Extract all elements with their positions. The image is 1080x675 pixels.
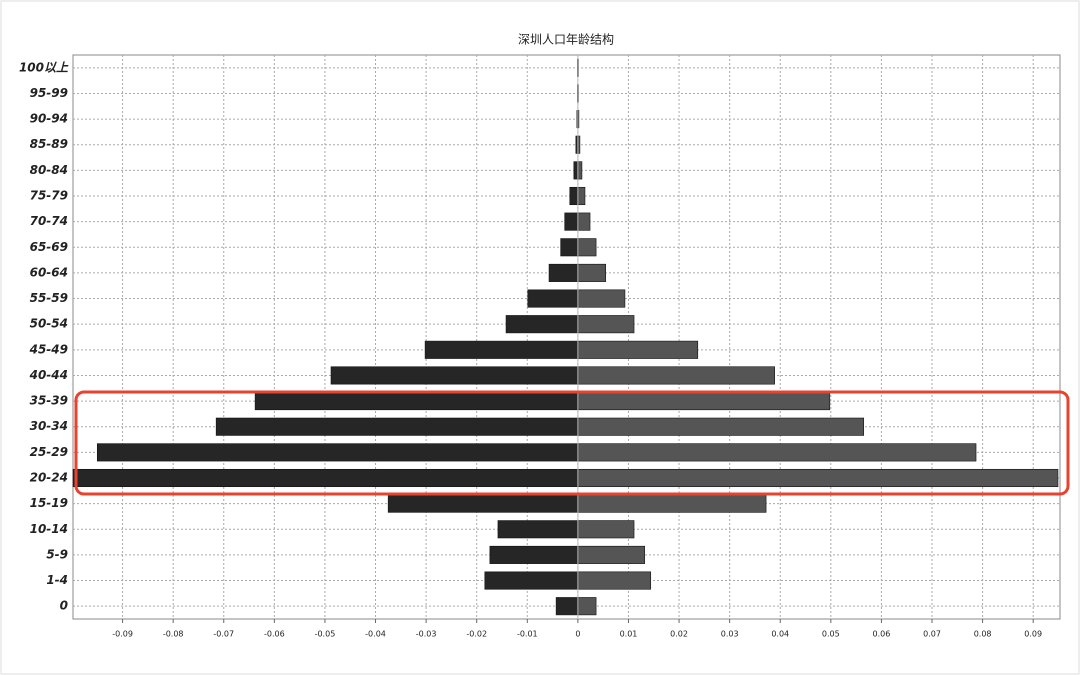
bar <box>564 212 579 231</box>
bar <box>577 289 626 308</box>
y-tick-label: 1-4 <box>46 573 68 587</box>
x-tick-label: 0.02 <box>670 630 688 639</box>
bar <box>489 545 579 564</box>
plot-area: -0.09 -0.08 -0.07 -0.06 -0.05 -0.04 -0.03 -0.02… <box>19 54 1061 639</box>
y-tick-label: 55-59 <box>30 291 68 305</box>
bar <box>577 161 583 180</box>
bar <box>577 186 586 206</box>
x-tick-label: -0.04 <box>365 630 386 639</box>
bar <box>577 417 865 436</box>
x-tick-label: -0.01 <box>517 630 538 639</box>
x-tick-label: 0.04 <box>771 630 789 639</box>
bar <box>577 238 597 257</box>
y-tick-label: 5-9 <box>46 547 68 561</box>
bar <box>577 545 645 564</box>
bar <box>577 315 635 334</box>
y-tick-label: 45-49 <box>29 342 68 356</box>
bar <box>577 468 1059 488</box>
y-tick-label: 60-64 <box>30 265 68 279</box>
y-tick-label: 50-54 <box>30 317 68 331</box>
y-tick-label: 15-19 <box>30 496 68 510</box>
bar <box>72 468 579 488</box>
bar <box>577 443 977 462</box>
bar <box>548 263 579 282</box>
x-tick-label: -0.06 <box>264 630 285 639</box>
bar <box>505 315 579 334</box>
y-tick-label: 10-14 <box>30 522 68 536</box>
bar <box>424 340 579 359</box>
bar <box>254 392 579 411</box>
bar <box>577 340 699 359</box>
bar <box>555 597 579 616</box>
bar <box>577 263 607 282</box>
x-tick-label: -0.03 <box>416 630 437 639</box>
bar <box>527 289 579 308</box>
bar <box>96 443 579 462</box>
bar <box>560 238 579 257</box>
bar <box>577 520 635 539</box>
y-tick-label: 80-84 <box>30 163 68 177</box>
bar <box>573 161 579 180</box>
x-tick-label: -0.09 <box>112 630 133 639</box>
y-tick-label: 85-89 <box>30 137 68 151</box>
x-tick-label: -0.02 <box>466 630 487 639</box>
x-tick-label: 0.09 <box>1024 630 1042 639</box>
x-tick-label: 0.03 <box>721 630 739 639</box>
x-tick-label: 0.06 <box>873 630 891 639</box>
chart-title: 深圳人口年龄结构 <box>518 32 614 47</box>
y-tick-label: 30-34 <box>30 419 68 433</box>
bar <box>577 212 591 231</box>
bar <box>577 392 831 411</box>
x-tick-label: 0.08 <box>974 630 992 639</box>
bar <box>577 571 652 590</box>
y-tick-label: 75-79 <box>30 189 68 203</box>
y-tick-label: 90-94 <box>30 112 68 126</box>
y-tick-label: 0 <box>60 599 68 613</box>
x-tick-label: -0.08 <box>163 630 184 639</box>
x-tick-label: 0.07 <box>923 630 941 639</box>
y-tick-label: 70-74 <box>30 214 68 228</box>
y-tick-label: 35-39 <box>30 394 68 408</box>
y-tick-label: 95-99 <box>30 86 68 100</box>
bar <box>497 520 579 539</box>
x-tick-label: 0 <box>575 630 580 639</box>
x-tick-label: 0.05 <box>822 630 840 639</box>
bar <box>577 366 775 385</box>
bar <box>330 366 579 385</box>
x-tick-label: 0.01 <box>620 630 638 639</box>
highlight-box <box>74 390 1070 496</box>
y-tick-label: 20-24 <box>30 471 68 485</box>
bar <box>577 597 597 616</box>
bar <box>484 571 579 590</box>
x-tick-label: -0.05 <box>315 630 336 639</box>
bar <box>569 186 579 206</box>
y-tick-label: 25-29 <box>30 445 68 459</box>
bar <box>387 494 579 513</box>
y-tick-label: 65-69 <box>30 240 68 254</box>
bar <box>577 494 767 513</box>
bar <box>215 417 579 436</box>
y-tick-label: 100以上 <box>19 60 69 74</box>
y-tick-label: 40-44 <box>29 368 68 382</box>
x-tick-label: -0.07 <box>213 630 234 639</box>
